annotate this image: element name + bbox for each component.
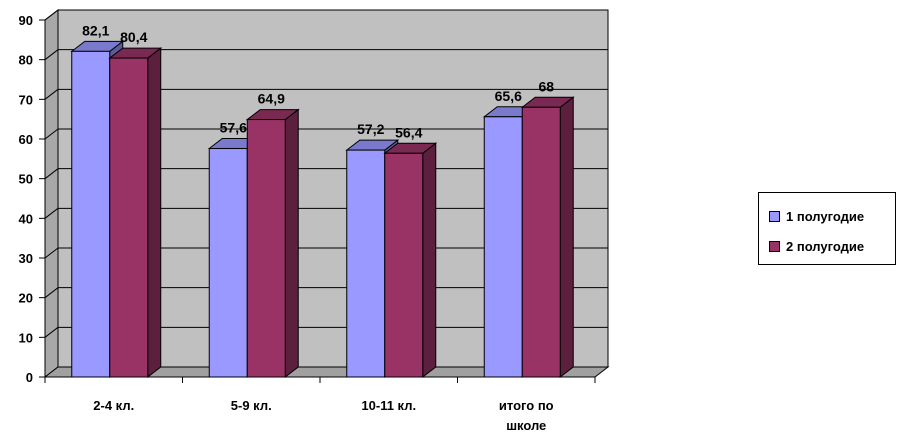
y-tick-label: 30 (19, 251, 33, 266)
legend-swatch-series-1 (769, 211, 780, 222)
bar-front (385, 153, 423, 377)
bar-series2-3 (385, 143, 436, 377)
bar-series2-4 (522, 97, 573, 377)
y-tick-label: 0 (26, 370, 33, 385)
y-axis: 0 10 20 30 40 50 60 70 80 90 (19, 13, 45, 385)
bar-front (484, 117, 522, 377)
bar-front (347, 150, 385, 377)
bar-front (522, 107, 560, 377)
y-tick-label: 20 (19, 291, 33, 306)
y-tick-label: 60 (19, 132, 33, 147)
x-tick-label: 5-9 кл. (231, 398, 272, 413)
bar-side (423, 143, 436, 377)
y-tick-label: 90 (19, 13, 33, 28)
x-tick-label: итого по школе (499, 398, 554, 433)
y-tick-label: 50 (19, 172, 33, 187)
legend: 1 полугодие 2 полугодие (758, 192, 896, 265)
x-tick-label: 10-11 кл. (361, 398, 416, 413)
data-label: 68 (538, 78, 554, 94)
data-label: 80,4 (120, 29, 147, 45)
data-label: 56,4 (395, 124, 422, 140)
data-label: 82,1 (82, 22, 109, 38)
legend-item-series-1: 1 полугодие (769, 209, 864, 224)
x-axis: 2-4 кл. 5-9 кл. 10-11 кл. итого по школе (45, 377, 595, 433)
data-label: 57,6 (220, 120, 247, 136)
bar-front (209, 149, 247, 377)
bar-side (560, 97, 573, 377)
legend-swatch-series-2 (769, 241, 780, 252)
legend-item-series-2: 2 полугодие (769, 239, 864, 254)
data-label: 57,2 (357, 121, 384, 137)
y-tick-label: 80 (19, 53, 33, 68)
bar-side (148, 48, 161, 377)
x-tick-label: 2-4 кл. (93, 398, 134, 413)
y-tick-label: 10 (19, 330, 33, 345)
legend-label-series-2: 2 полугодие (786, 239, 864, 254)
data-label: 65,6 (495, 88, 522, 104)
bar-series2-2 (247, 110, 298, 377)
bar-front (72, 51, 110, 377)
bar-front (110, 58, 148, 377)
side-wall (45, 10, 58, 377)
bar-front (247, 120, 285, 377)
bar-side (285, 110, 298, 377)
data-label: 64,9 (258, 91, 285, 107)
y-tick-label: 70 (19, 92, 33, 107)
legend-label-series-1: 1 полугодие (786, 209, 864, 224)
bar-series2-1 (110, 48, 161, 377)
y-tick-label: 40 (19, 211, 33, 226)
